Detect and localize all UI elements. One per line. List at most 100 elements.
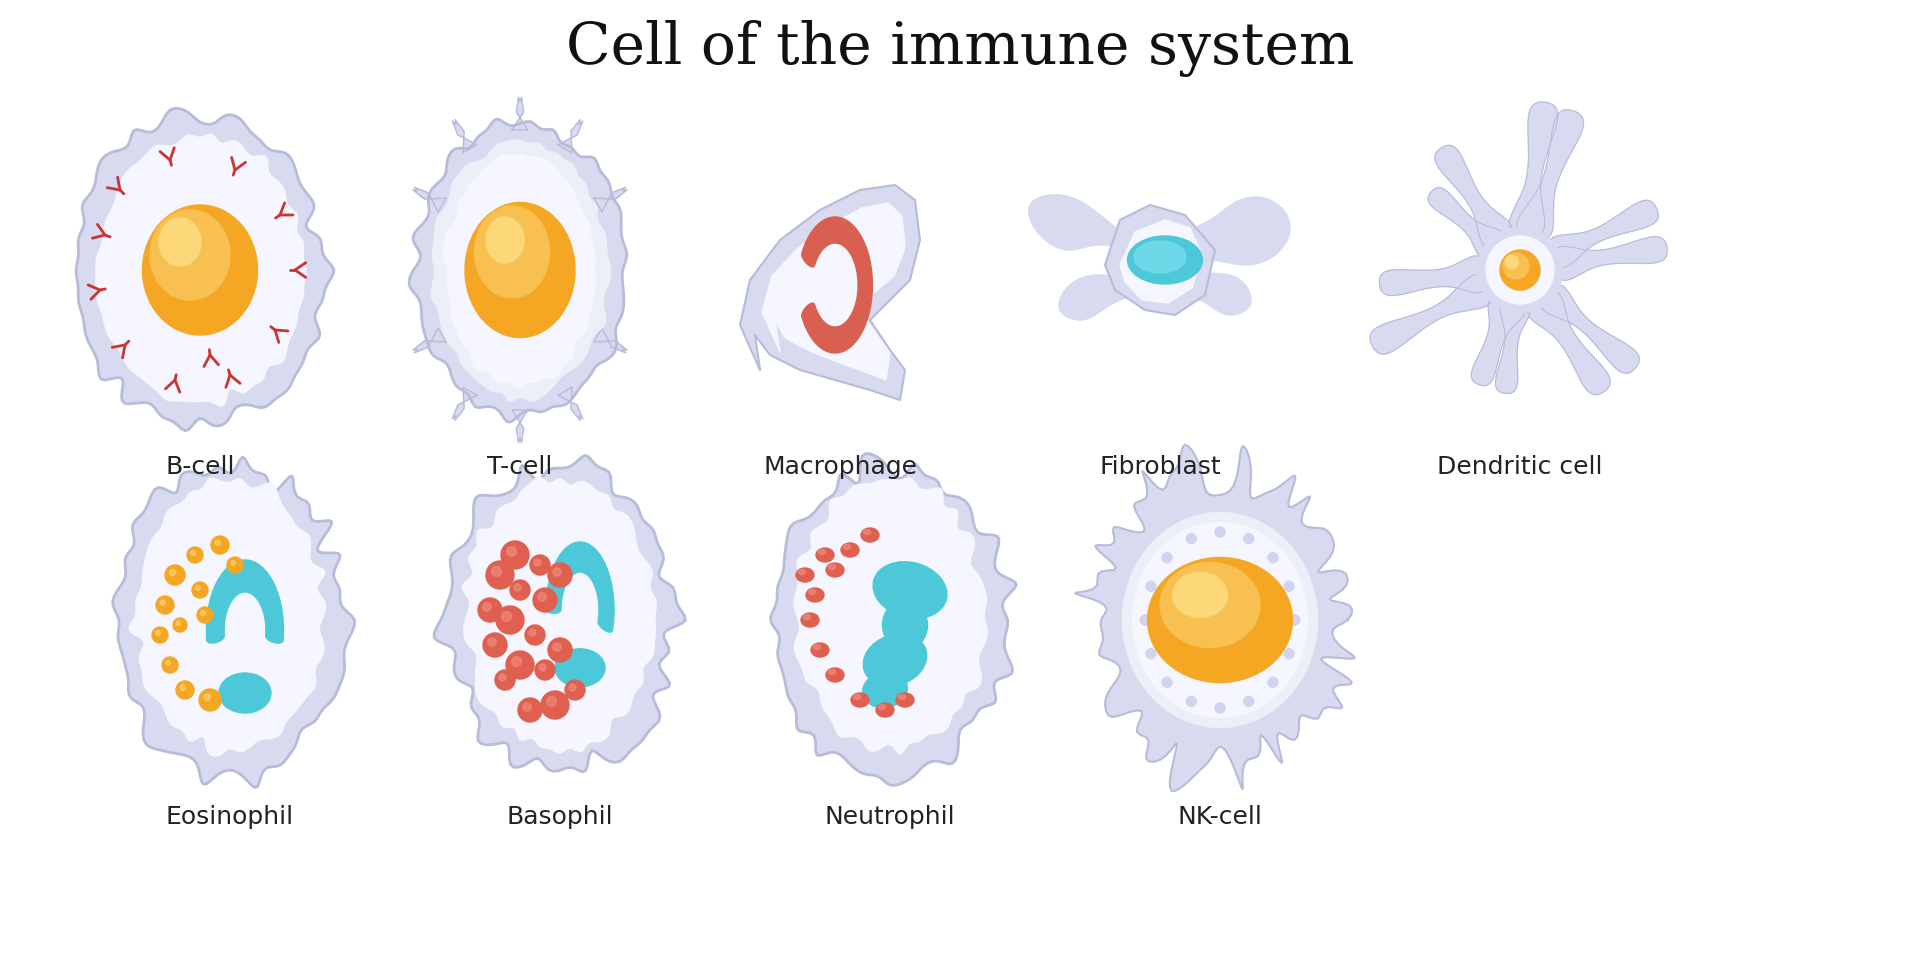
Polygon shape: [434, 455, 685, 772]
Ellipse shape: [883, 600, 927, 650]
Ellipse shape: [486, 217, 524, 263]
Circle shape: [1187, 534, 1196, 543]
Polygon shape: [453, 387, 476, 420]
Polygon shape: [513, 410, 528, 443]
Ellipse shape: [862, 672, 908, 708]
Circle shape: [196, 586, 200, 590]
Circle shape: [1215, 527, 1225, 537]
Circle shape: [507, 546, 516, 557]
Polygon shape: [1181, 197, 1290, 265]
Ellipse shape: [860, 528, 879, 542]
Ellipse shape: [874, 562, 947, 618]
Circle shape: [547, 638, 572, 662]
Circle shape: [192, 582, 207, 598]
Ellipse shape: [808, 589, 816, 594]
Text: Cell of the immune system: Cell of the immune system: [566, 20, 1354, 77]
Circle shape: [165, 565, 184, 585]
Circle shape: [564, 680, 586, 700]
Circle shape: [530, 555, 549, 575]
Ellipse shape: [826, 668, 845, 682]
Circle shape: [534, 559, 541, 566]
Circle shape: [511, 657, 522, 666]
Polygon shape: [739, 185, 920, 400]
Circle shape: [488, 637, 495, 646]
Circle shape: [200, 689, 221, 711]
Polygon shape: [559, 387, 582, 420]
Ellipse shape: [1127, 236, 1202, 284]
Polygon shape: [432, 140, 611, 401]
Polygon shape: [207, 560, 284, 643]
Polygon shape: [1119, 220, 1202, 303]
Circle shape: [492, 566, 501, 576]
Polygon shape: [113, 457, 355, 787]
Polygon shape: [1106, 205, 1215, 315]
Ellipse shape: [555, 649, 605, 686]
Ellipse shape: [465, 203, 574, 338]
Circle shape: [1215, 703, 1225, 713]
Polygon shape: [453, 120, 476, 153]
Ellipse shape: [803, 614, 810, 619]
Circle shape: [227, 557, 244, 573]
Circle shape: [1146, 582, 1156, 591]
Circle shape: [165, 660, 171, 665]
Polygon shape: [96, 134, 305, 406]
Text: Basophil: Basophil: [507, 805, 612, 829]
Ellipse shape: [1478, 228, 1563, 313]
Ellipse shape: [879, 705, 885, 709]
Ellipse shape: [150, 210, 230, 300]
Circle shape: [177, 681, 194, 699]
Text: B-cell: B-cell: [165, 455, 234, 479]
Circle shape: [1244, 696, 1254, 707]
Circle shape: [190, 551, 196, 556]
Ellipse shape: [806, 588, 824, 602]
Polygon shape: [463, 477, 657, 753]
Polygon shape: [1428, 187, 1501, 256]
Ellipse shape: [1505, 255, 1519, 269]
Ellipse shape: [1133, 522, 1308, 717]
Polygon shape: [1528, 292, 1611, 395]
Ellipse shape: [1173, 572, 1227, 617]
Ellipse shape: [219, 673, 271, 713]
Circle shape: [501, 541, 530, 569]
Ellipse shape: [797, 568, 814, 582]
Ellipse shape: [829, 669, 835, 675]
Ellipse shape: [851, 693, 870, 707]
Circle shape: [518, 698, 541, 722]
Circle shape: [547, 563, 572, 587]
Ellipse shape: [1160, 563, 1260, 647]
Circle shape: [159, 600, 165, 606]
Circle shape: [495, 606, 524, 634]
Ellipse shape: [864, 634, 927, 686]
Circle shape: [173, 618, 186, 632]
Circle shape: [1187, 696, 1196, 707]
Polygon shape: [803, 217, 872, 353]
Circle shape: [478, 598, 501, 622]
Ellipse shape: [1503, 253, 1528, 279]
Ellipse shape: [854, 694, 860, 700]
Circle shape: [482, 603, 492, 612]
Circle shape: [534, 588, 557, 612]
Circle shape: [486, 561, 515, 589]
Ellipse shape: [814, 644, 820, 650]
Circle shape: [161, 657, 179, 673]
Polygon shape: [513, 97, 528, 130]
Polygon shape: [795, 478, 987, 754]
Circle shape: [540, 664, 545, 671]
Ellipse shape: [1123, 513, 1317, 728]
Circle shape: [507, 651, 534, 679]
Polygon shape: [1509, 102, 1557, 236]
Circle shape: [177, 621, 180, 625]
Circle shape: [230, 561, 236, 565]
Ellipse shape: [816, 548, 833, 562]
Circle shape: [1290, 615, 1300, 625]
Circle shape: [568, 684, 576, 691]
Text: Macrophage: Macrophage: [762, 455, 918, 479]
Circle shape: [1284, 582, 1294, 591]
Polygon shape: [593, 328, 628, 352]
Circle shape: [538, 592, 545, 601]
Ellipse shape: [810, 643, 829, 657]
Circle shape: [501, 612, 511, 621]
Ellipse shape: [142, 205, 257, 335]
Polygon shape: [1029, 195, 1140, 252]
Circle shape: [204, 694, 211, 701]
